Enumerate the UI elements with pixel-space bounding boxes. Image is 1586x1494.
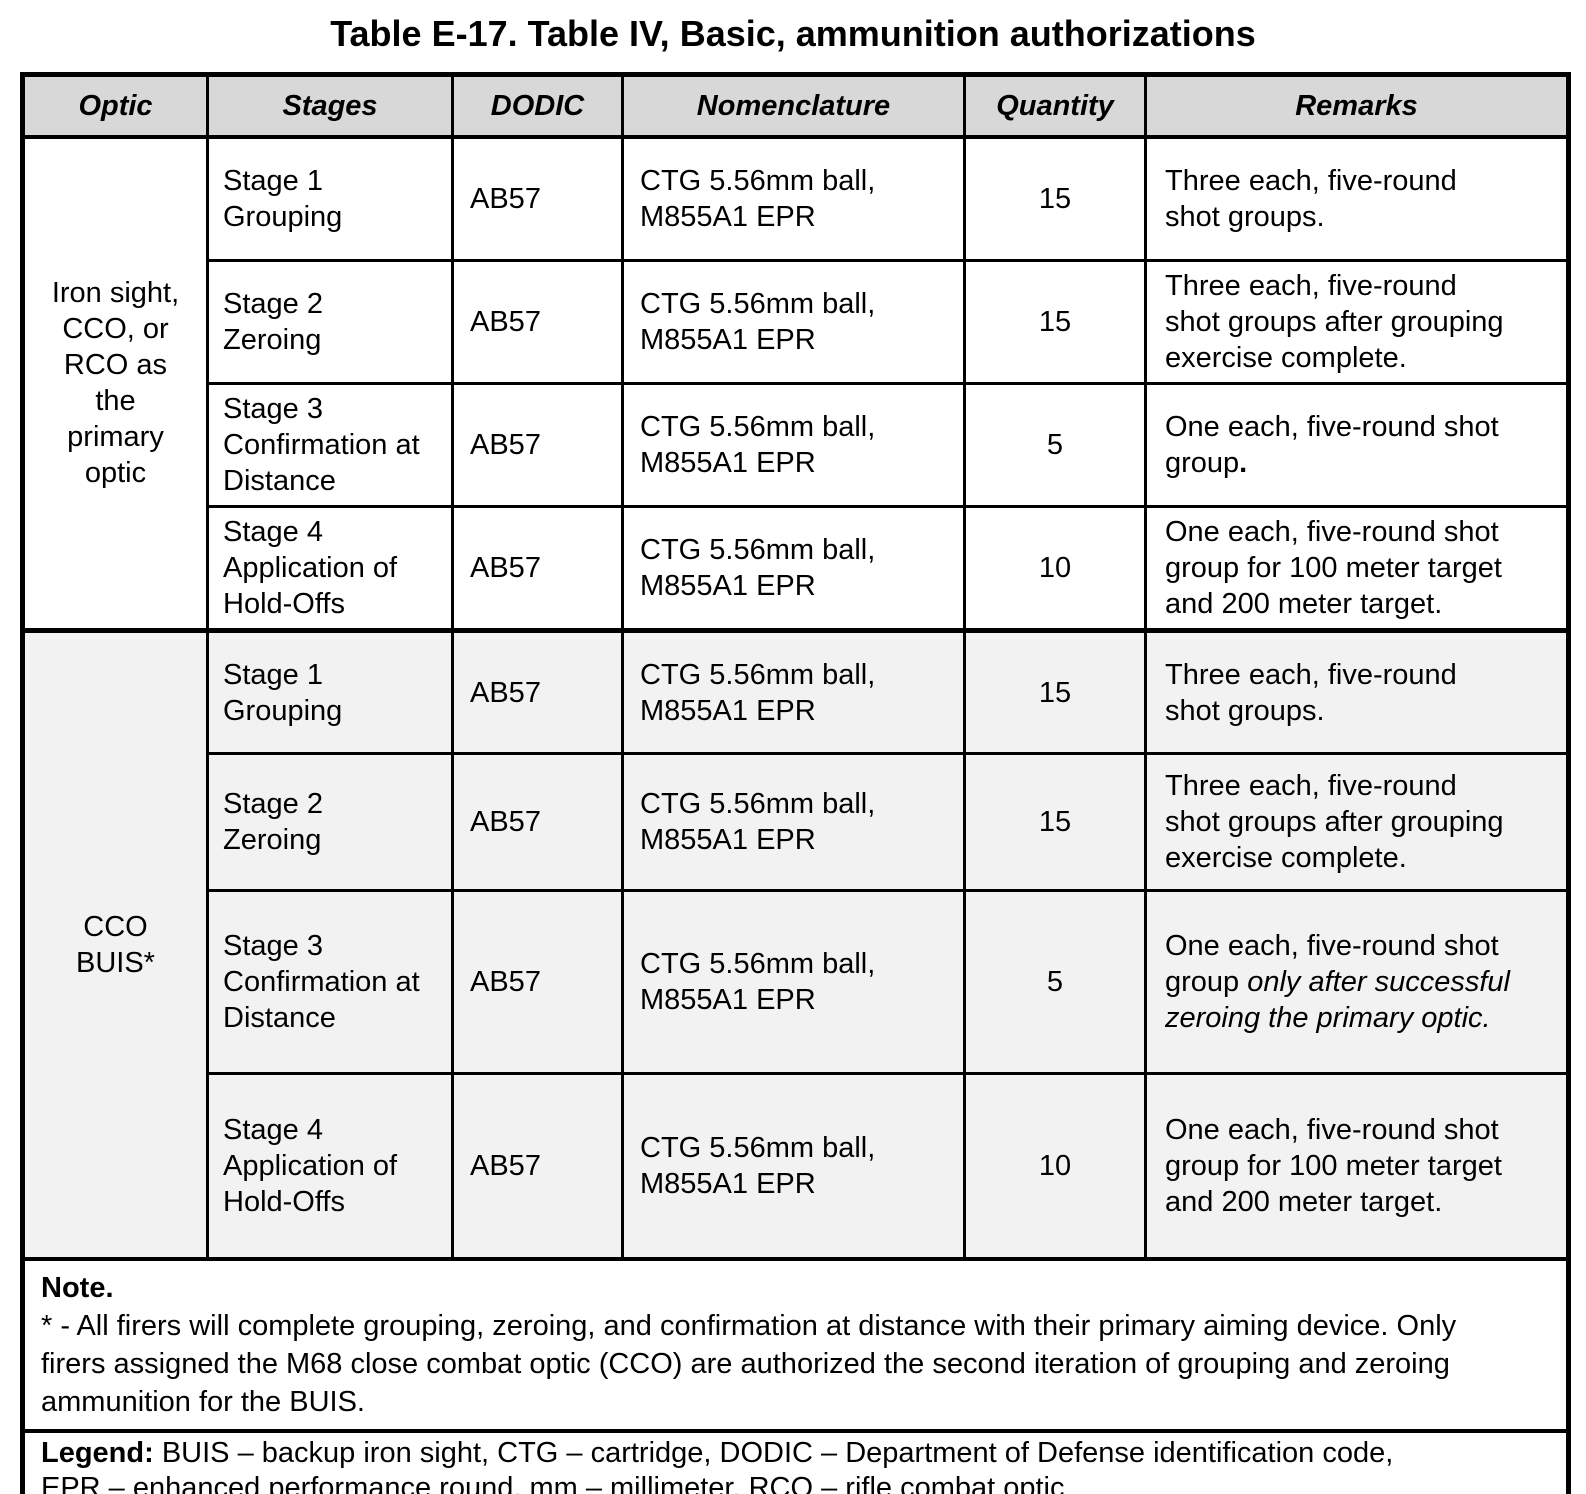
stage-cell: Stage 2 Zeroing [206, 259, 454, 385]
nomenclature-cell: CTG 5.56mm ball, M855A1 EPR [621, 628, 966, 755]
remarks-cell: One each, five-round shot group for 100 … [1144, 1072, 1570, 1260]
remarks-cell: Three each, five-round shot groups. [1144, 628, 1570, 755]
table-row-group2-stage4: Stage 4 Application of Hold-Offs AB57 CT… [23, 1072, 1570, 1260]
dodic-cell: AB57 [451, 382, 624, 508]
optic-cell-primary: Iron sight, CCO, or RCO as the primary o… [21, 135, 209, 632]
nomenclature-cell: CTG 5.56mm ball, M855A1 EPR [621, 505, 966, 632]
nomenclature-cell: CTG 5.56mm ball, M855A1 EPR [621, 135, 966, 262]
remarks-cell: One each, five-round shot group for 100 … [1144, 505, 1570, 632]
table-row-group1-stage2: Stage 2 Zeroing AB57 CTG 5.56mm ball, M8… [23, 259, 1570, 385]
note-row: Note. * - All firers will complete group… [21, 1256, 1570, 1432]
remarks-cell: Three each, five-round shot groups. [1144, 135, 1570, 262]
note-cell: Note. * - All firers will complete group… [21, 1256, 1570, 1432]
table-row-group2-stage1: CCO BUIS* Stage 1 Grouping AB57 CTG 5.56… [21, 628, 1570, 1260]
header-row: Optic Stages DODIC Nomenclature Quantity… [21, 73, 1570, 139]
nomenclature-cell: CTG 5.56mm ball, M855A1 EPR [621, 259, 966, 385]
dodic-cell: AB57 [451, 135, 624, 262]
stage-cell: Stage 3 Confirmation at Distance [206, 889, 454, 1075]
nomenclature-cell: CTG 5.56mm ball, M855A1 EPR [621, 889, 966, 1075]
remarks-cell: Three each, five-round shot groups after… [1144, 259, 1570, 385]
optic-cell-cco-buis: CCO BUIS* [21, 628, 209, 1260]
nomenclature-cell: CTG 5.56mm ball, M855A1 EPR [621, 382, 966, 508]
quantity-cell: 5 [963, 889, 1147, 1075]
nomenclature-cell: CTG 5.56mm ball, M855A1 EPR [621, 752, 966, 892]
remarks-cell: One each, five-round shot group. [1144, 382, 1570, 508]
stage-cell: Stage 4 Application of Hold-Offs [206, 505, 454, 632]
remarks-cell: Three each, five-round shot groups after… [1144, 752, 1570, 892]
quantity-cell: 15 [963, 259, 1147, 385]
table-row-group2-stage3: Stage 3 Confirmation at Distance AB57 CT… [23, 889, 1570, 1075]
table-row-group1-stage1: Iron sight, CCO, or RCO as the primary o… [21, 135, 1570, 632]
legend-row: Legend: BUIS – backup iron sight, CTG – … [21, 1428, 1570, 1494]
stage-cell: Stage 3 Confirmation at Distance [206, 382, 454, 508]
table-row-group1-stage3: Stage 3 Confirmation at Distance AB57 CT… [23, 382, 1570, 508]
quantity-cell: 10 [963, 505, 1147, 632]
dodic-cell: AB57 [451, 1072, 624, 1260]
column-header-optic: Optic [21, 73, 209, 139]
table-row-group1-stage4: Stage 4 Application of Hold-Offs AB57 CT… [23, 505, 1570, 632]
quantity-cell: 15 [963, 628, 1147, 755]
column-header-quantity: Quantity [963, 73, 1147, 139]
quantity-cell: 15 [963, 135, 1147, 262]
quantity-cell: 10 [963, 1072, 1147, 1260]
table-title: Table E-17. Table IV, Basic, ammunition … [330, 13, 1256, 54]
quantity-cell: 5 [963, 382, 1147, 508]
dodic-cell: AB57 [451, 752, 624, 892]
quantity-cell: 15 [963, 752, 1147, 892]
stage-cell: Stage 1 Grouping [206, 135, 454, 262]
column-header-remarks: Remarks [1144, 73, 1570, 139]
ammunition-authorizations-table: Optic Stages DODIC Nomenclature Quantity… [20, 72, 1571, 1494]
remarks-cell: One each, five-round shot group only aft… [1144, 889, 1570, 1075]
dodic-cell: AB57 [451, 505, 624, 632]
nomenclature-cell: CTG 5.56mm ball, M855A1 EPR [621, 1072, 966, 1260]
dodic-cell: AB57 [451, 889, 624, 1075]
table-row-group2-stage2: Stage 2 Zeroing AB57 CTG 5.56mm ball, M8… [23, 752, 1570, 892]
stage-cell: Stage 2 Zeroing [206, 752, 454, 892]
dodic-cell: AB57 [451, 628, 624, 755]
dodic-cell: AB57 [451, 259, 624, 385]
stage-cell: Stage 4 Application of Hold-Offs [206, 1072, 454, 1260]
column-header-stages: Stages [206, 73, 454, 139]
stage-cell: Stage 1 Grouping [206, 628, 454, 755]
column-header-nomenclature: Nomenclature [621, 73, 966, 139]
legend-cell: Legend: BUIS – backup iron sight, CTG – … [21, 1428, 1570, 1494]
column-header-dodic: DODIC [451, 73, 624, 139]
